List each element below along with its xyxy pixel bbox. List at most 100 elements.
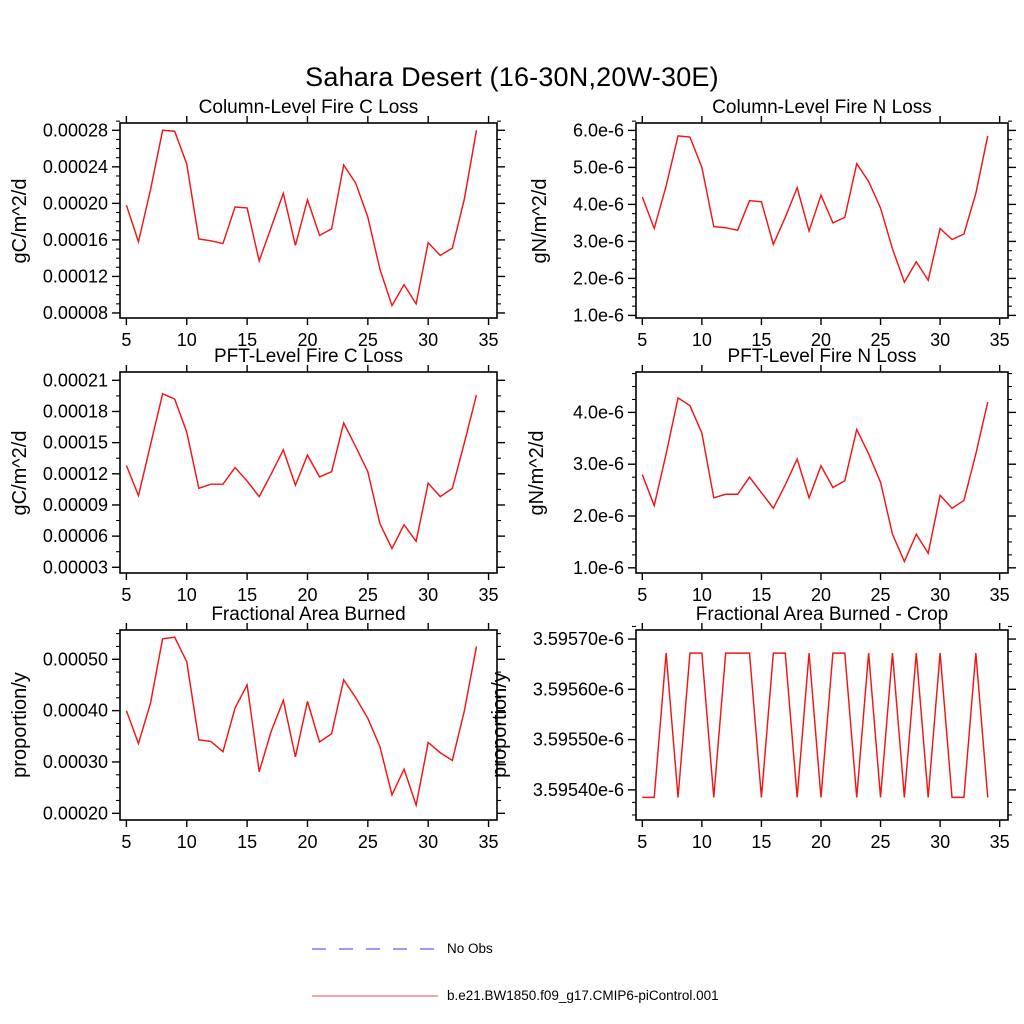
x-tick-label: 30 <box>930 832 950 852</box>
chart-column-level-fire-c-loss: 5 10 15 20 25 30 35 0.00008 0.00012 0.00016 0.0002… <box>43 116 505 350</box>
x-tick-label: 30 <box>930 330 950 350</box>
axes <box>628 365 1016 580</box>
y-tick-label: 0.00008 <box>43 303 108 323</box>
plot-border <box>119 371 498 574</box>
axes <box>628 623 1016 827</box>
x-tick-label: 5 <box>637 832 647 852</box>
y-tick-label: 0.00003 <box>43 557 108 577</box>
y-tick-label: 3.59560e-6 <box>533 679 624 699</box>
x-tick-label: 15 <box>751 585 771 605</box>
series-line <box>642 652 989 799</box>
chart-title-pft-fire-n-loss: PFT-Level Fire N Loss <box>727 346 917 367</box>
x-tick-label: 20 <box>297 585 317 605</box>
x-tick-label: 20 <box>297 832 317 852</box>
page-title: Sahara Desert (16-30N,20W-30E) <box>305 62 719 92</box>
chart-pft-level-fire-c-loss: 5 10 15 20 25 30 35 0.00003 0.00006 0.00009 0.0001… <box>43 365 505 605</box>
no-obs-line-sample <box>312 948 438 950</box>
y-tick-label: 4.0e-6 <box>573 194 624 214</box>
plot-border <box>119 122 498 319</box>
x-tick-label: 5 <box>121 585 131 605</box>
x-tick-label: 10 <box>692 832 712 852</box>
y-tick-label: 2.0e-6 <box>573 506 624 526</box>
y-tick-label: 0.00012 <box>43 266 108 286</box>
x-tick-label: 25 <box>358 832 378 852</box>
y-tick-label: 0.00020 <box>43 803 108 823</box>
y-tick-label: 0.00012 <box>43 464 108 484</box>
x-tick-label: 20 <box>811 585 831 605</box>
y-tick-label: 3.59570e-6 <box>533 629 624 649</box>
y-tick-label: 0.00018 <box>43 401 108 421</box>
x-tick-label: 20 <box>811 330 831 350</box>
y-tick-label: 4.0e-6 <box>573 402 624 422</box>
chart-pft-level-fire-n-loss: 5 10 15 20 25 30 35 1.0e-6 2.0e-6 3.0e-6 4.0e-6 <box>573 365 1016 605</box>
x-tick-label: 35 <box>479 330 499 350</box>
y-tick-label: 0.00024 <box>43 157 108 177</box>
series-line <box>125 392 478 551</box>
x-tick-label: 15 <box>751 832 771 852</box>
legend-label-no-obs: No Obs <box>447 941 493 956</box>
x-tick-label: 10 <box>177 832 197 852</box>
chart-title-column-fire-c-loss: Column-Level Fire C Loss <box>198 97 419 118</box>
x-tick-label: 35 <box>479 832 499 852</box>
y-tick-label: 3.0e-6 <box>573 454 624 474</box>
y-tick-label: 0.00009 <box>43 495 108 515</box>
plot-border <box>635 122 1009 319</box>
chart-column-level-fire-n-loss: 5 10 15 20 25 30 35 1.0e-6 2.0e-6 3.0e-6 4.0e-6 5.0… <box>573 116 1016 350</box>
y-tick-label: 0.00021 <box>43 370 108 390</box>
y-tick-label: 6.0e-6 <box>573 120 624 140</box>
x-tick-label: 10 <box>177 330 197 350</box>
series-line <box>125 636 478 808</box>
y-tick-label: 0.00028 <box>43 120 108 140</box>
y-tick-label: 3.0e-6 <box>573 231 624 251</box>
chart-fractional-area-burned: 5 10 15 20 25 30 35 0.00020 0.00030 0.00040 0.0005… <box>43 623 505 852</box>
x-tick-label: 15 <box>237 330 257 350</box>
legend-label-model-run: b.e21.BW1850.f09_g17.CMIP6-piControl.001 <box>447 988 719 1003</box>
x-tick-label: 30 <box>418 585 438 605</box>
x-tick-label: 10 <box>692 585 712 605</box>
x-tick-label: 5 <box>121 832 131 852</box>
y-tick-label: 1.0e-6 <box>573 305 624 325</box>
axes <box>112 623 505 827</box>
y-tick-label: 0.00030 <box>43 752 108 772</box>
series-line <box>641 135 989 284</box>
y-tick-label: 0.00040 <box>43 701 108 721</box>
model-run-line-sample <box>312 995 438 997</box>
y-tick-label: 1.0e-6 <box>573 558 624 578</box>
y-tick-label: 5.0e-6 <box>573 157 624 177</box>
y-tick-label: 0.00015 <box>43 433 108 453</box>
x-tick-label: 20 <box>811 832 831 852</box>
x-tick-label: 25 <box>871 585 891 605</box>
x-tick-label: 35 <box>479 585 499 605</box>
x-tick-label: 10 <box>177 585 197 605</box>
x-tick-label: 5 <box>637 330 647 350</box>
x-tick-label: 35 <box>990 330 1010 350</box>
x-tick-label: 5 <box>637 585 647 605</box>
x-tick-label: 30 <box>930 585 950 605</box>
chart-title-fractional-area-burned-crop: Fractional Area Burned - Crop <box>695 604 949 625</box>
y-tick-label: 3.59540e-6 <box>533 780 624 800</box>
y-tick-label: 0.00016 <box>43 230 108 250</box>
y-tick-label: 0.00020 <box>43 193 108 213</box>
x-tick-label: 25 <box>871 832 891 852</box>
series-line <box>641 396 989 564</box>
y-tick-label: 0.00006 <box>43 526 108 546</box>
chart-title-column-fire-n-loss: Column-Level Fire N Loss <box>712 97 932 118</box>
x-tick-label: 15 <box>237 832 257 852</box>
x-tick-label: 30 <box>418 330 438 350</box>
chart-title-fractional-area-burned: Fractional Area Burned <box>211 604 406 625</box>
x-tick-label: 15 <box>751 330 771 350</box>
axes <box>112 116 505 325</box>
x-tick-label: 35 <box>990 585 1010 605</box>
x-tick-label: 25 <box>358 585 378 605</box>
x-tick-label: 35 <box>990 832 1010 852</box>
plot-border <box>635 371 1009 574</box>
chart-fractional-area-burned-crop: 5 10 15 20 25 30 35 3.59540e-6 3.59550e-6 3.59560… <box>533 623 1016 852</box>
plot-border <box>635 629 1009 821</box>
axes <box>112 365 505 580</box>
axes <box>628 116 1016 325</box>
y-tick-label: 2.0e-6 <box>573 268 624 288</box>
x-tick-label: 20 <box>297 330 317 350</box>
y-tick-label: 3.59550e-6 <box>533 730 624 750</box>
chart-title-pft-fire-c-loss: PFT-Level Fire C Loss <box>214 346 403 367</box>
y-tick-label: 0.00050 <box>43 649 108 669</box>
